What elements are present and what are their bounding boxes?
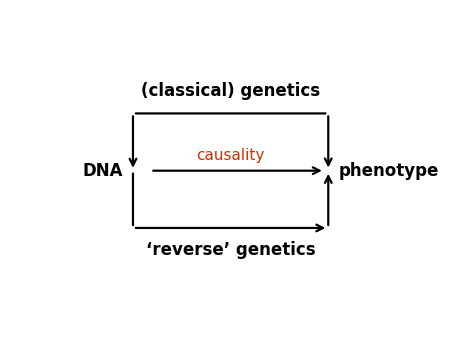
- Text: DNA: DNA: [82, 162, 122, 180]
- Text: (classical) genetics: (classical) genetics: [141, 82, 320, 100]
- Text: ‘reverse’ genetics: ‘reverse’ genetics: [146, 241, 315, 259]
- Text: causality: causality: [197, 148, 265, 163]
- Text: phenotype: phenotype: [339, 162, 439, 180]
